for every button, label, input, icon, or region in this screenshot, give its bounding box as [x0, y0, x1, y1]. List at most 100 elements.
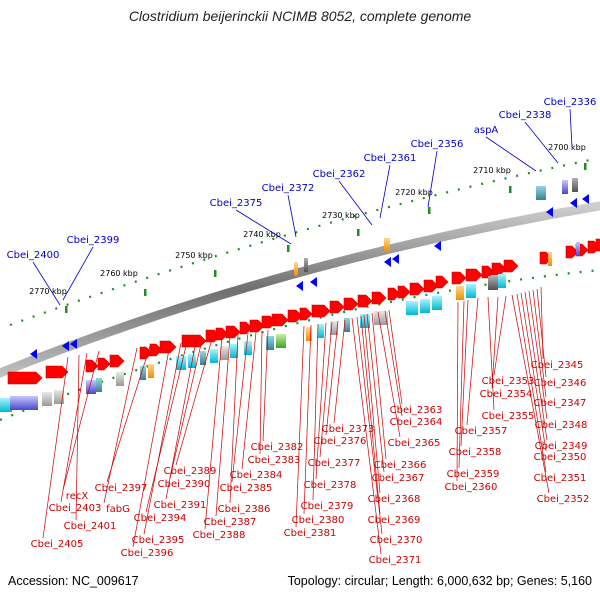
forward-gene-arrow: [45, 365, 69, 379]
forward-gene-arrow: [149, 343, 163, 357]
gene-label-top: Cbei_2372: [262, 183, 315, 194]
label-leader-line: [377, 311, 401, 438]
domain-band: [244, 341, 252, 355]
domain-band: [96, 378, 102, 392]
label-leader-line: [259, 330, 263, 455]
gene-label-bottom: Cbei_2351: [534, 473, 587, 484]
domain-band: [344, 318, 350, 332]
domain-band: [488, 276, 498, 290]
tick-label: 2700 kbp: [548, 143, 586, 152]
label-leader-line: [143, 342, 182, 535]
gene-label-bottom: Cbei_2382: [251, 442, 304, 453]
tick-label: 2730 kbp: [322, 211, 360, 220]
forward-gene-arrow: [159, 340, 177, 354]
label-leader-line: [366, 313, 385, 473]
gene-label-bottom: Cbei_2364: [390, 417, 443, 428]
gene-label-bottom: Cbei_2376: [314, 436, 367, 447]
label-leader-line: [315, 322, 327, 480]
label-leader-line: [60, 352, 88, 503]
domain-band: [420, 299, 430, 313]
gene-label-top: Cbei_2362: [313, 169, 366, 180]
gene-label-bottom: Cbei_2345: [531, 360, 584, 371]
bottom-gene-labels: Cbei_2345Cbei_2346Cbei_2347Cbei_2348Cbei…: [31, 286, 590, 566]
reverse-gene-arrow: [62, 341, 69, 351]
gene-label-bottom: Cbei_2397: [95, 483, 148, 494]
gene-label-bottom: Cbei_2360: [445, 482, 498, 493]
forward-gene-arrow: [371, 291, 387, 305]
gene-label-bottom: Cbei_2352: [537, 494, 590, 505]
label-leader-line: [511, 294, 550, 494]
tick-mark: [509, 186, 512, 193]
label-leader-line: [458, 300, 465, 469]
gene-label-bottom: Cbei_2347: [534, 398, 587, 409]
gene-label-bottom: Cbei_2383: [248, 455, 301, 466]
tick-label: 2710 kbp: [473, 166, 511, 175]
label-leader-line: [42, 356, 69, 539]
forward-gene-arrow: [423, 279, 439, 293]
label-leader-line: [175, 338, 213, 466]
accession-text: Accession: NC_009617: [8, 574, 139, 588]
tick-label: 2740 kbp: [243, 230, 281, 239]
label-leader-line: [384, 310, 403, 417]
label-leader-line: [356, 316, 383, 535]
label-leader-line: [520, 292, 547, 452]
reverse-gene-arrow: [70, 339, 77, 349]
label-leader-line: [363, 314, 381, 494]
label-leader-line: [169, 339, 203, 479]
gene-label-bottom: Cbei_2355: [482, 411, 535, 422]
gene-label-bottom: Cbei_2377: [308, 458, 361, 469]
gene-label-bottom: Cbei_2386: [218, 504, 271, 515]
reverse-gene-arrow: [570, 198, 577, 208]
gene-label-bottom: Cbei_2359: [447, 469, 500, 480]
reverse-gene-arrow: [384, 257, 391, 267]
gene-label-top: Cbei_2336: [544, 97, 597, 108]
label-leader-line: [262, 329, 269, 442]
domain-band: [306, 327, 312, 341]
tick-mark: [357, 229, 360, 236]
gene-label-bottom: Cbei_2388: [193, 530, 246, 541]
forward-gene-arrow: [387, 287, 401, 301]
forward-gene-arrow: [465, 268, 483, 282]
label-leader-line: [487, 296, 495, 411]
domain-band: [200, 351, 206, 365]
label-leader-line: [351, 317, 382, 555]
domain-band: [384, 238, 390, 252]
domain-band: [318, 324, 324, 338]
domain-band: [230, 344, 238, 358]
gene-label-top: Cbei_2338: [499, 110, 552, 121]
forward-gene-arrow: [287, 309, 303, 323]
label-leader-line: [536, 288, 547, 378]
gene-label-top: Cbei_2399: [67, 235, 120, 246]
gene-label-bottom: Cbei_2387: [204, 517, 257, 528]
gene-label-bottom: Cbei_2389: [164, 466, 217, 477]
gene-label-bottom: Cbei_2378: [304, 480, 357, 491]
gene-label-bottom: Cbei_2391: [154, 500, 207, 511]
domain-band: [210, 349, 218, 363]
forward-gene-arrow: [85, 359, 99, 373]
gene-label-bottom: Cbei_2366: [374, 460, 427, 471]
gene-label-bottom: Cbei_2390: [158, 479, 211, 490]
gene-label-bottom: Cbei_2395: [132, 535, 185, 546]
gene-features: [7, 194, 600, 385]
domain-band: [10, 396, 38, 410]
gene-label-bottom: Cbei_2357: [455, 426, 508, 437]
label-leader-line: [312, 323, 319, 501]
map-title: Clostridium beijerinckii NCIMB 8052, com…: [128, 8, 472, 24]
forward-gene-arrow: [435, 275, 449, 289]
tick-label: 2750 kbp: [175, 251, 213, 260]
forward-gene-arrow: [239, 321, 253, 335]
domain-band: [220, 346, 228, 360]
domain-band: [116, 372, 124, 386]
gene-label-bottom: Cbei_2349: [535, 441, 588, 452]
gene-label-bottom: Cbei_2385: [220, 483, 273, 494]
forward-gene-arrow: [97, 357, 111, 371]
label-leader-line: [145, 341, 188, 513]
domain-band: [266, 336, 274, 350]
gene-label-bottom: Cbei_2396: [121, 548, 174, 559]
gene-label-bottom: Cbei_2363: [390, 405, 443, 416]
label-leader-line: [524, 121, 559, 164]
forward-gene-arrow: [503, 259, 519, 273]
forward-gene-arrow: [109, 354, 125, 368]
gene-label-bottom: Cbei_2346: [534, 378, 587, 389]
domain-band: [360, 314, 370, 328]
